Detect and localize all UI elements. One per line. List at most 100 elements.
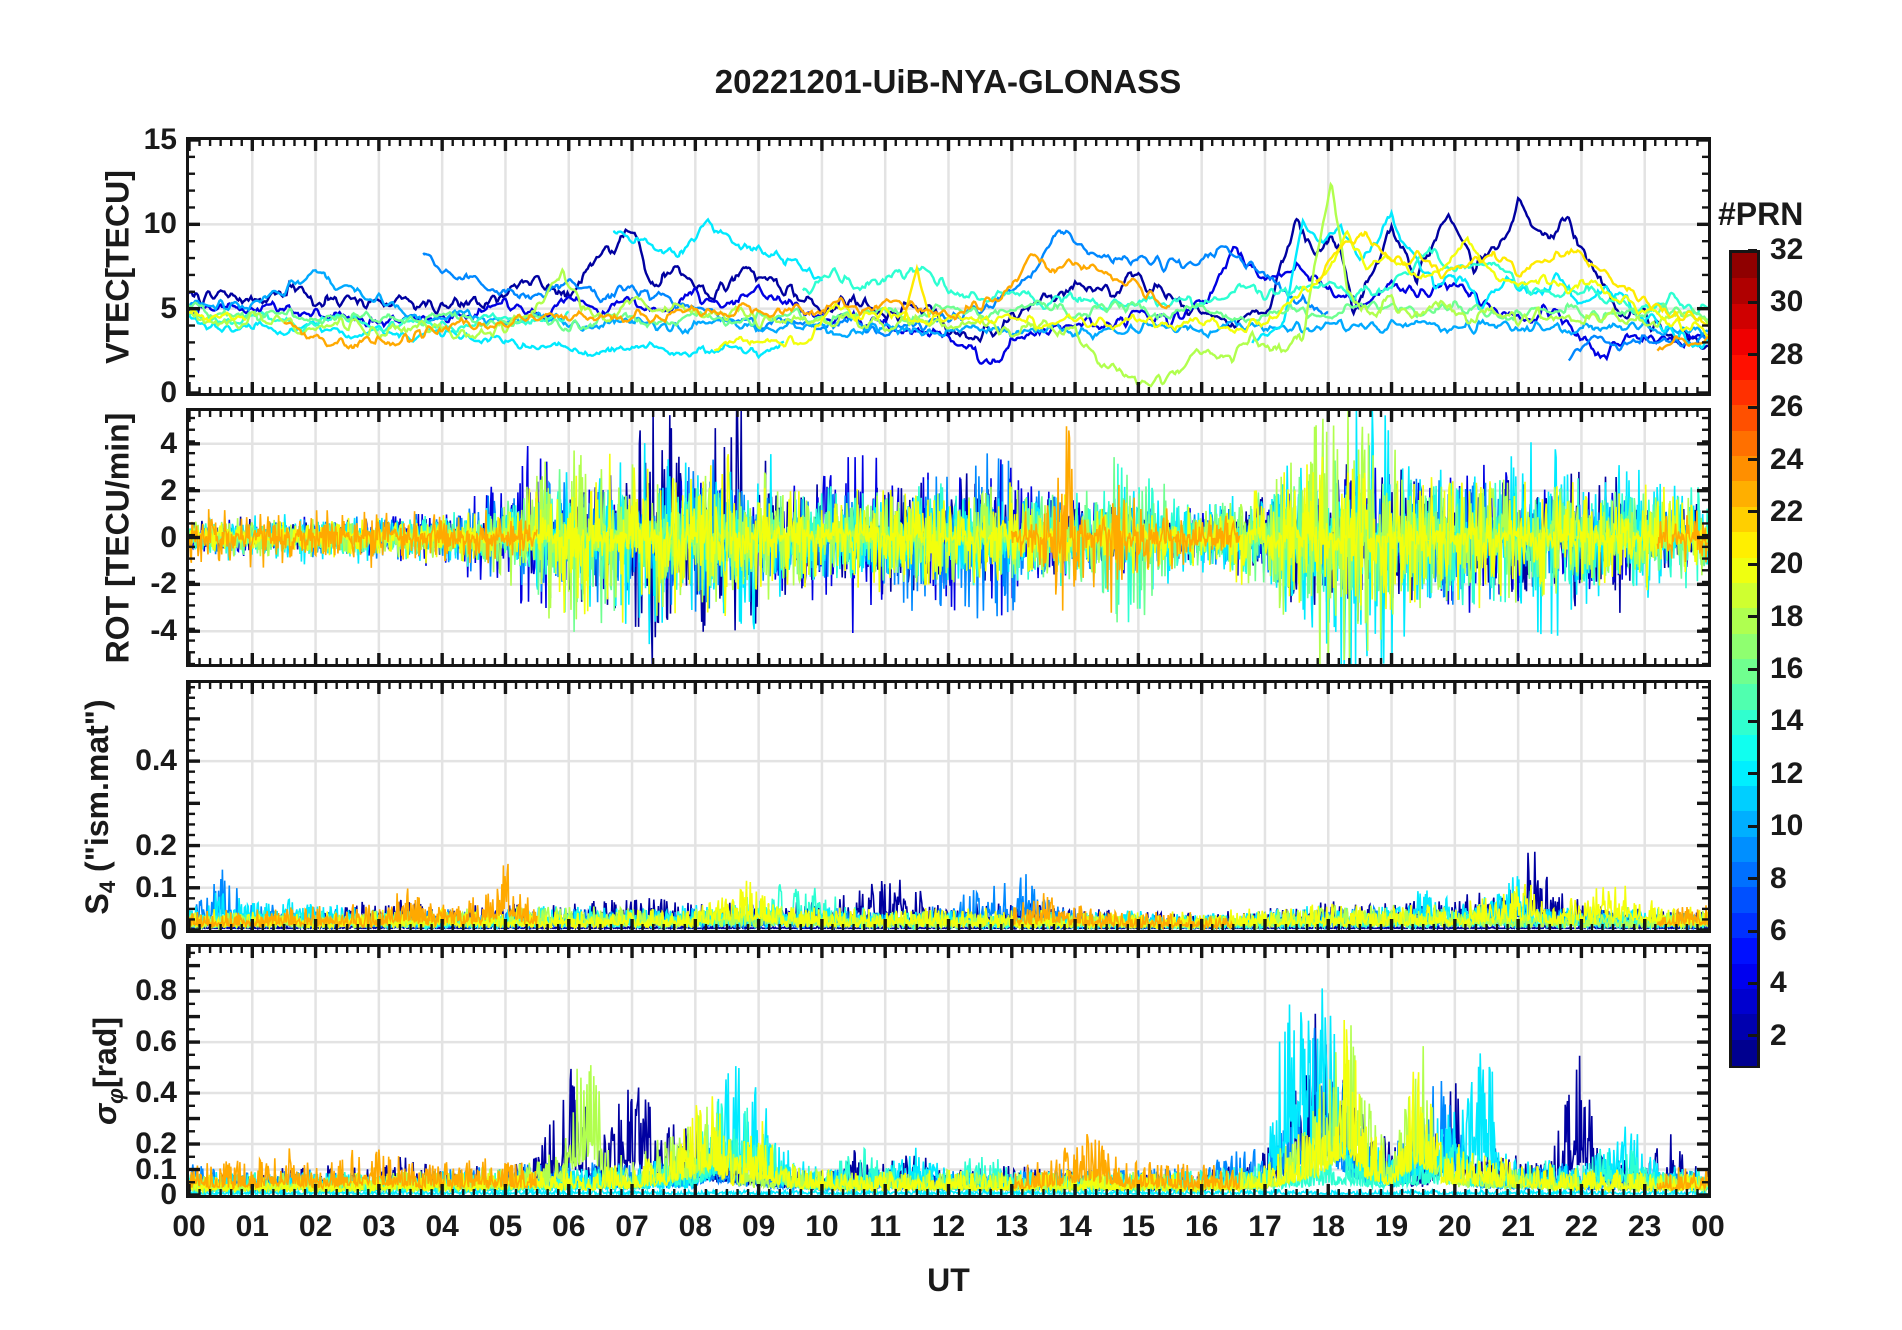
- x-tick-label: 14: [1058, 1210, 1092, 1243]
- series-prn-12: [187, 314, 785, 360]
- series-prn-18: [188, 181, 1710, 388]
- colorbar-tick-label: 18: [1770, 599, 1804, 633]
- x-tick-label: 04: [425, 1210, 459, 1243]
- x-tick-label: 13: [995, 1210, 1029, 1243]
- x-tick-label: 12: [931, 1210, 966, 1243]
- colorbar-tick: [1748, 667, 1757, 671]
- series-prn-23: [188, 1148, 538, 1192]
- colorbar-tick: [1748, 824, 1757, 828]
- colorbar-cell: [1732, 481, 1757, 508]
- y-tick-label-s4: 0.1: [135, 870, 177, 904]
- x-tick-label: 21: [1501, 1210, 1535, 1243]
- colorbar-cell: [1732, 608, 1757, 635]
- colorbar-cell: [1732, 836, 1757, 864]
- colorbar-tick-label: 20: [1770, 547, 1804, 581]
- x-axis-label: UT: [927, 1262, 970, 1298]
- x-tick-label: 15: [1121, 1210, 1156, 1243]
- y-tick-label-s4: 0.2: [135, 828, 177, 862]
- x-tick-label: 18: [1311, 1210, 1345, 1243]
- y-tick-label-rot: 2: [160, 473, 177, 507]
- y-tick-label-rot: 4: [160, 426, 177, 460]
- x-tick-label: 10: [805, 1210, 839, 1243]
- colorbar-cell: [1732, 582, 1757, 610]
- colorbar-cell: [1732, 811, 1757, 838]
- x-tick-label: 19: [1374, 1210, 1409, 1243]
- y-tick-label-sigma_phi: 0.4: [135, 1076, 177, 1110]
- x-tick-label: 01: [235, 1210, 269, 1243]
- x-tick-label: 09: [741, 1210, 776, 1243]
- colorbar-title: #PRN: [1718, 196, 1804, 232]
- colorbar-cell: [1732, 887, 1757, 914]
- colorbar-gradient: [1729, 250, 1760, 1068]
- series-prn-23: [283, 253, 1171, 350]
- series-prn-14: [801, 245, 1709, 316]
- colorbar-cell: [1732, 735, 1757, 762]
- colorbar-tick-label: 32: [1770, 233, 1804, 266]
- colorbar-cell: [1732, 862, 1757, 889]
- panel-vtec-plot: [186, 137, 1711, 396]
- chart-title: 20221201-UiB-NYA-GLONASS: [714, 63, 1182, 100]
- y-axis-label-rot: ROT [TECU/min]: [99, 412, 136, 663]
- colorbar-tick: [1748, 981, 1757, 985]
- series-prn-9: [1567, 334, 1710, 362]
- colorbar-cell: [1732, 329, 1757, 356]
- colorbar-cell: [1732, 785, 1757, 813]
- panel-rot-plot: [186, 408, 1711, 667]
- series-prn-9: [422, 229, 1329, 338]
- series-prn-10: [188, 269, 1709, 342]
- colorbar-tick: [1748, 510, 1757, 514]
- series-prn-23: [1011, 893, 1234, 932]
- y-tick-label-vtec: 0: [160, 376, 177, 409]
- colorbar-cell: [1732, 1039, 1757, 1067]
- series-prn-23: [1011, 426, 1241, 613]
- y-tick-label-vtec: 5: [160, 291, 177, 325]
- series-prn-21: [903, 263, 931, 321]
- y-tick-label-rot: -2: [150, 567, 177, 601]
- panel-s4-plot: [186, 680, 1711, 933]
- x-tick-label: 06: [552, 1210, 586, 1243]
- colorbar-tick-label: 24: [1770, 442, 1804, 476]
- colorbar-tick-label: 26: [1770, 390, 1804, 424]
- colorbar-tick: [1748, 772, 1757, 776]
- colorbar-tick-label: 10: [1770, 809, 1804, 843]
- y-tick-label-rot: -4: [150, 614, 177, 648]
- colorbar-tick: [1748, 405, 1757, 409]
- colorbar-cell: [1732, 557, 1757, 585]
- colorbar-cell: [1732, 379, 1757, 407]
- x-tick-label: 22: [1564, 1210, 1599, 1243]
- y-tick-label-sigma_phi: 0.6: [135, 1025, 177, 1059]
- colorbar-tick-label: 30: [1770, 285, 1804, 319]
- y-tick-label-sigma_phi: 0.8: [135, 974, 177, 1008]
- y-axis-label-vtec: VTEC[TECU]: [99, 169, 136, 364]
- series-prn-23: [1656, 335, 1709, 352]
- x-tick-label: 02: [298, 1210, 333, 1243]
- colorbar-tick: [1748, 929, 1757, 933]
- series-prn-21: [1315, 230, 1709, 328]
- panel-sigma_phi-plot: [186, 944, 1711, 1198]
- series-prn-14: [188, 308, 570, 334]
- x-tick-label: 23: [1628, 1210, 1662, 1243]
- colorbar-cell: [1732, 354, 1757, 382]
- colorbar-tick: [1748, 562, 1757, 566]
- colorbar-tick-label: 8: [1770, 861, 1787, 895]
- colorbar-cell: [1732, 532, 1757, 559]
- colorbar-cell: [1732, 912, 1757, 940]
- colorbar-tick-label: 28: [1770, 337, 1804, 371]
- y-tick-label-sigma_phi: 0: [160, 1178, 177, 1211]
- series-prn-20: [713, 229, 1709, 352]
- y-tick-label-sigma_phi: 0.1: [135, 1152, 177, 1186]
- x-tick-label: 20: [1438, 1210, 1472, 1243]
- series-prn-23: [1656, 510, 1709, 563]
- colorbar-tick-label: 14: [1770, 704, 1804, 738]
- y-tick-label-vtec: 15: [143, 123, 177, 156]
- colorbar-tick-label: 12: [1770, 756, 1804, 790]
- colorbar-tick: [1748, 248, 1757, 252]
- x-tick-label: 11: [869, 1210, 902, 1243]
- colorbar-cell: [1732, 988, 1757, 1016]
- colorbar-tick: [1748, 877, 1757, 881]
- colorbar-tick: [1748, 353, 1757, 357]
- colorbar-cell: [1732, 684, 1757, 711]
- y-tick-label-vtec: 10: [143, 207, 177, 241]
- colorbar-cell: [1732, 303, 1757, 331]
